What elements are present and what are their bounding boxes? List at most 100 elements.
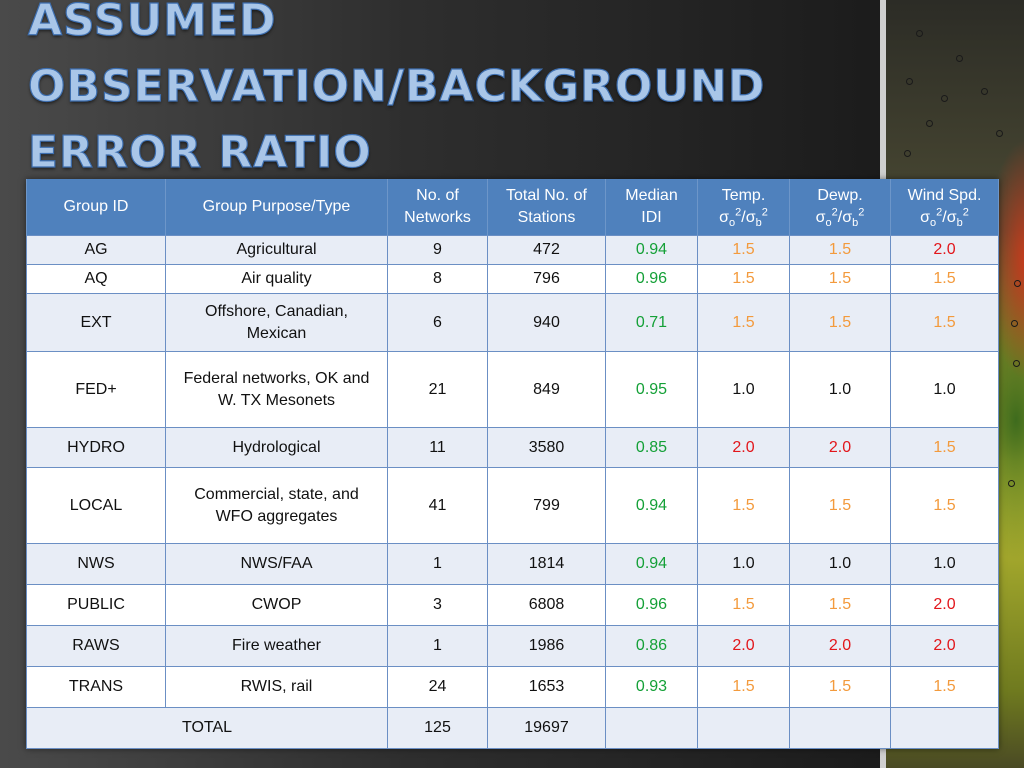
cell-temp: 1.0 [697,543,790,585]
cell-dewp: 1.0 [789,351,891,428]
cell-temp: 1.5 [697,264,790,294]
header-temp: Temp. σo2/σb2 [697,179,790,236]
map-station-marker [906,78,913,85]
title-line: ERROR RATIO [27,126,372,178]
cell-dewp: 1.5 [789,264,891,294]
cell-idi: 0.95 [605,351,698,428]
cell-stations: 849 [487,351,606,428]
cell-dewp: 1.5 [789,666,891,708]
cell-total-networks: 125 [387,707,488,749]
map-station-marker [916,30,923,37]
cell-dewp: 1.5 [789,235,891,265]
cell-purpose: Agricultural [165,235,388,265]
cell-wind: 1.5 [890,293,999,352]
table-row: PUBLIC CWOP 3 6808 0.96 1.5 1.5 2.0 [26,584,999,626]
cell-idi: 0.94 [605,235,698,265]
cell-group-id: EXT [26,293,166,352]
table-row: AG Agricultural 9 472 0.94 1.5 1.5 2.0 [26,235,999,265]
cell-temp: 2.0 [697,427,790,468]
cell-group-id: TRANS [26,666,166,708]
cell-purpose: CWOP [165,584,388,626]
cell-temp: 1.0 [697,351,790,428]
map-station-marker [941,95,948,102]
map-station-marker [956,55,963,62]
cell-networks: 24 [387,666,488,708]
cell-networks: 11 [387,427,488,468]
cell-total-label: TOTAL [26,707,388,749]
cell-group-id: PUBLIC [26,584,166,626]
cell-group-id: HYDRO [26,427,166,468]
cell-group-id: LOCAL [26,467,166,544]
table-row: NWS NWS/FAA 1 1814 0.94 1.0 1.0 1.0 [26,543,999,585]
cell-stations: 1986 [487,625,606,667]
cell-stations: 6808 [487,584,606,626]
cell-group-id: AQ [26,264,166,294]
table-row: RAWS Fire weather 1 1986 0.86 2.0 2.0 2.… [26,625,999,667]
table-row: EXT Offshore, Canadian, Mexican 6 940 0.7… [26,293,999,352]
cell-dewp: 1.5 [789,584,891,626]
header-networks: No. of Networks [387,179,488,236]
map-station-marker [981,88,988,95]
cell-empty [697,707,790,749]
cell-purpose: Federal networks, OK and W. TX Mesonets [165,351,388,428]
map-station-marker [1011,320,1018,327]
header-group-id: Group ID [26,179,166,236]
cell-wind: 1.5 [890,264,999,294]
map-station-marker [1014,280,1021,287]
header-stations: Total No. of Stations [487,179,606,236]
map-station-marker [926,120,933,127]
cell-networks: 1 [387,543,488,585]
cell-wind: 1.0 [890,543,999,585]
title-line: OBSERVATION/BACKGROUND [27,60,766,112]
cell-temp: 1.5 [697,467,790,544]
cell-stations: 799 [487,467,606,544]
cell-idi: 0.94 [605,467,698,544]
table-row: LOCAL Commercial, state, and WFO aggregat… [26,467,999,544]
map-station-marker [1013,360,1020,367]
cell-idi: 0.93 [605,666,698,708]
map-station-marker [904,150,911,157]
cell-empty [605,707,698,749]
cell-temp: 1.5 [697,235,790,265]
cell-stations: 796 [487,264,606,294]
cell-group-id: NWS [26,543,166,585]
cell-wind: 2.0 [890,584,999,626]
table-total-row: TOTAL 125 19697 [26,707,999,749]
cell-group-id: FED+ [26,351,166,428]
cell-networks: 3 [387,584,488,626]
cell-stations: 1653 [487,666,606,708]
cell-dewp: 2.0 [789,427,891,468]
map-station-marker [1008,480,1015,487]
cell-dewp: 1.5 [789,293,891,352]
cell-temp: 1.5 [697,293,790,352]
map-station-marker [996,130,1003,137]
table-row: HYDRO Hydrological 11 3580 0.85 2.0 2.0 … [26,427,999,468]
cell-idi: 0.86 [605,625,698,667]
cell-stations: 3580 [487,427,606,468]
cell-purpose: RWIS, rail [165,666,388,708]
header-dewp: Dewp. σo2/σb2 [789,179,891,236]
cell-wind: 1.5 [890,427,999,468]
slide-title: ASSUMED OBSERVATION/BACKGROUND ERROR RAT… [27,0,766,186]
table-row: FED+ Federal networks, OK and W. TX Meson… [26,351,999,428]
cell-empty [789,707,891,749]
cell-purpose: NWS/FAA [165,543,388,585]
cell-networks: 8 [387,264,488,294]
error-ratio-table: Group ID Group Purpose/Type No. of Networ… [26,179,999,749]
cell-empty [890,707,999,749]
header-group-purpose: Group Purpose/Type [165,179,388,236]
cell-wind: 1.0 [890,351,999,428]
cell-idi: 0.94 [605,543,698,585]
cell-wind: 1.5 [890,467,999,544]
cell-purpose: Hydrological [165,427,388,468]
title-line: ASSUMED [27,0,277,47]
cell-stations: 940 [487,293,606,352]
cell-wind: 2.0 [890,235,999,265]
cell-networks: 41 [387,467,488,544]
cell-stations: 1814 [487,543,606,585]
table-header-row: Group ID Group Purpose/Type No. of Networ… [26,179,999,236]
cell-idi: 0.96 [605,264,698,294]
cell-stations: 472 [487,235,606,265]
cell-networks: 21 [387,351,488,428]
cell-dewp: 2.0 [789,625,891,667]
